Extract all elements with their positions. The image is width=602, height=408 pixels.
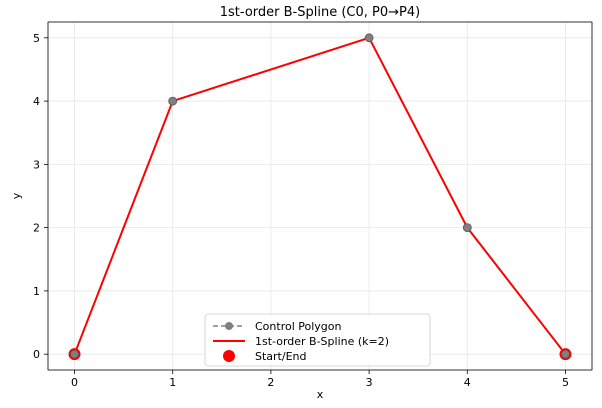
control-point-marker [70,349,79,359]
legend-label-start-end: Start/End [255,350,306,363]
y-axis-label: y [10,192,23,199]
y-tick-label: 4 [33,95,40,108]
y-tick-label: 3 [33,158,40,171]
chart-title: 1st-order B-Spline (C0, P0→P4) [220,5,420,20]
y-tick-label: 2 [33,222,40,235]
legend: Control Polygon 1st-order B-Spline (k=2)… [204,313,431,367]
grid [48,22,592,370]
legend-start-end-marker-icon [223,350,235,362]
x-tick-label: 3 [366,376,373,389]
plot-frame [47,21,593,371]
legend-box [204,313,431,367]
x-tick-label: 5 [562,376,569,389]
legend-control-polygon-marker-icon [225,322,233,330]
axis-ticks: 0 1 2 3 4 5 0 1 2 3 4 5 [33,32,569,389]
x-tick-label: 4 [464,376,471,389]
x-axis-label: x [317,388,324,401]
y-tick-label: 1 [33,285,40,298]
x-tick-label: 0 [71,376,78,389]
x-tick-label: 1 [169,376,176,389]
control-point-marker [462,223,472,233]
control-point-marker [561,349,570,359]
series [68,33,572,361]
y-tick-label: 0 [33,348,40,361]
control-point-marker [168,96,178,106]
legend-label-spline: 1st-order B-Spline (k=2) [255,335,389,348]
x-tick-label: 2 [267,376,274,389]
y-tick-label: 5 [33,32,40,45]
legend-label-control-polygon: Control Polygon [255,320,342,333]
control-point-marker [364,33,374,43]
